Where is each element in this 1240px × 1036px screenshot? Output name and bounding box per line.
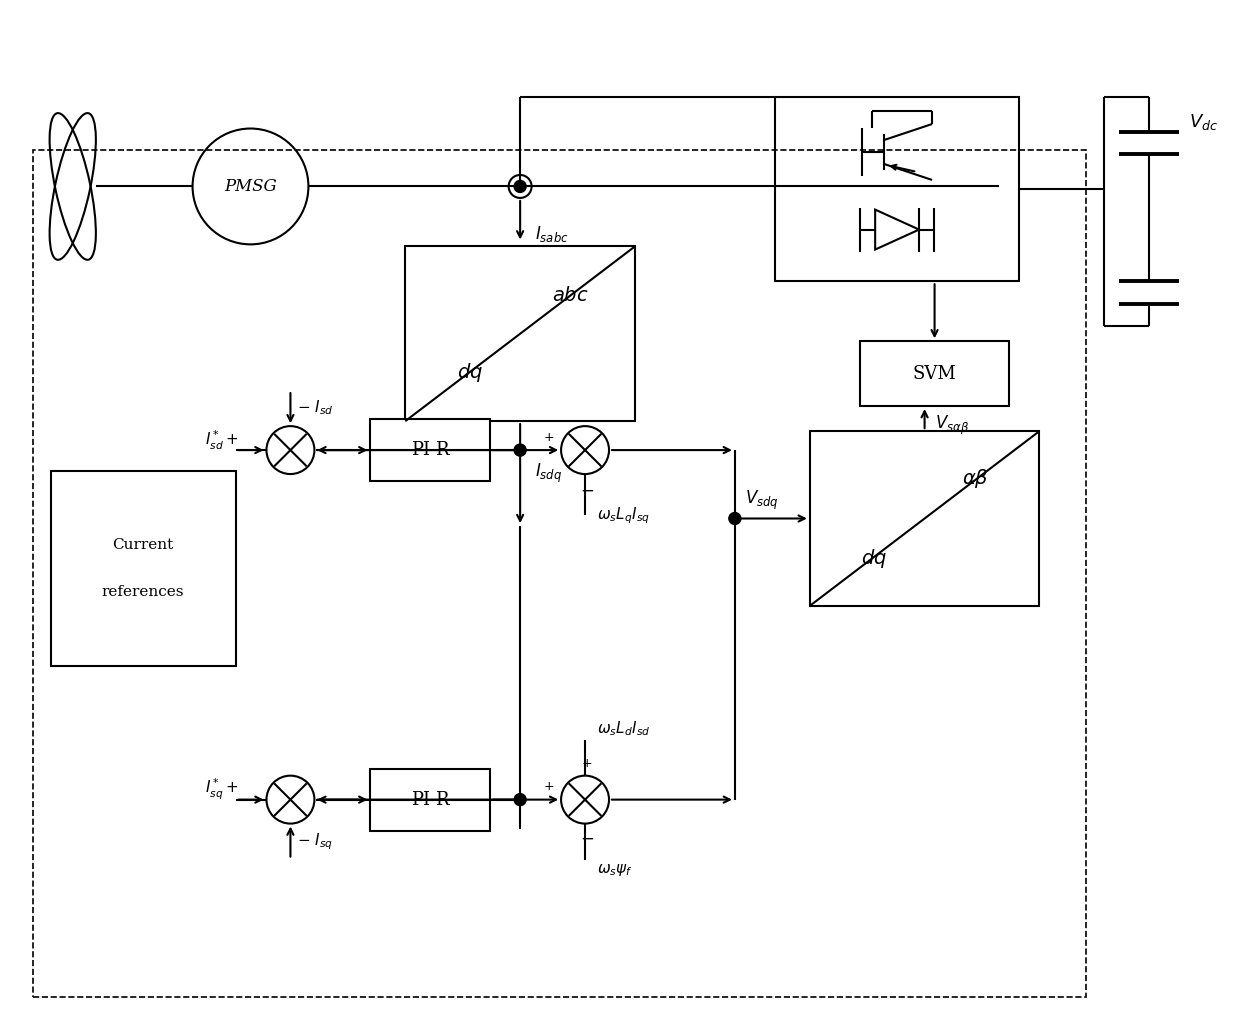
Text: PI-R: PI-R — [410, 790, 450, 809]
Text: references: references — [102, 584, 185, 599]
Text: $dq$: $dq$ — [456, 361, 482, 383]
Text: $-$: $-$ — [580, 830, 594, 846]
Text: $I_{sabc}$: $I_{sabc}$ — [536, 225, 569, 244]
Bar — [405, 247, 635, 421]
Text: $dq$: $dq$ — [861, 547, 887, 570]
Bar — [32, 150, 1086, 998]
Circle shape — [729, 513, 740, 524]
Bar — [810, 431, 1039, 606]
Bar — [775, 96, 1019, 282]
Text: $-\ I_{sq}$: $-\ I_{sq}$ — [298, 831, 334, 852]
Circle shape — [515, 444, 526, 456]
Text: $+$: $+$ — [543, 431, 554, 443]
Text: $V_{sdq}$: $V_{sdq}$ — [745, 489, 779, 512]
Text: $\omega_s L_d I_{sd}$: $\omega_s L_d I_{sd}$ — [596, 719, 651, 738]
Text: $+$: $+$ — [543, 780, 554, 794]
Text: $-\ I_{sd}$: $-\ I_{sd}$ — [298, 399, 334, 418]
Bar — [371, 769, 490, 831]
Text: $\omega_s \psi_f$: $\omega_s \psi_f$ — [596, 862, 632, 877]
Text: $-$: $-$ — [580, 482, 594, 499]
Text: PI-R: PI-R — [410, 441, 450, 459]
Text: $V_{s\alpha\beta}$: $V_{s\alpha\beta}$ — [935, 414, 968, 437]
Text: $I_{sd}^* +$: $I_{sd}^* +$ — [205, 429, 238, 452]
Text: $\omega_s L_q I_{sq}$: $\omega_s L_q I_{sq}$ — [596, 505, 650, 525]
Text: $\alpha\beta$: $\alpha\beta$ — [962, 467, 988, 490]
Bar — [51, 471, 236, 666]
Bar — [371, 420, 490, 481]
Text: PMSG: PMSG — [224, 178, 277, 195]
Text: Current: Current — [113, 538, 174, 552]
Circle shape — [515, 794, 526, 806]
Text: SVM: SVM — [913, 365, 956, 382]
Text: $I_{sdq}$: $I_{sdq}$ — [536, 461, 563, 485]
Bar — [859, 341, 1009, 406]
Text: $+$: $+$ — [582, 756, 593, 770]
Text: $abc$: $abc$ — [552, 286, 589, 305]
Text: $V_{dc}$: $V_{dc}$ — [1189, 112, 1219, 132]
Text: $I_{sq}^* +$: $I_{sq}^* +$ — [205, 777, 238, 802]
Circle shape — [515, 180, 526, 193]
